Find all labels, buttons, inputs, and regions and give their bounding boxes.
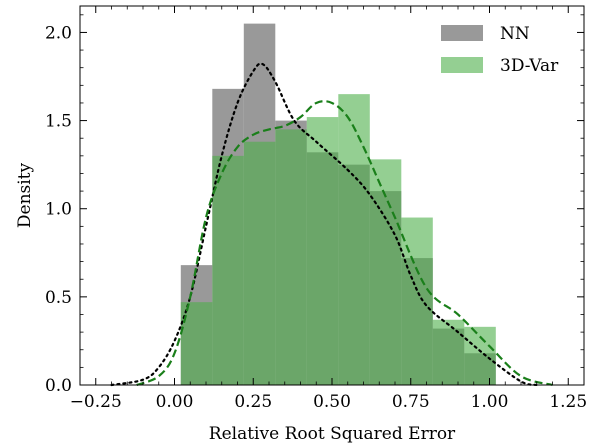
bar-3dvar-1 <box>212 155 244 385</box>
bar-3dvar-7 <box>401 217 433 385</box>
y-tick-label: 0.0 <box>45 376 72 396</box>
x-tick-label: 0.00 <box>156 392 194 412</box>
legend: NN 3D-Var <box>441 24 559 76</box>
y-axis-label: Density <box>15 162 35 228</box>
bar-3dvar-2 <box>243 141 276 385</box>
kde-line-dashed <box>136 100 553 387</box>
bar-3dvar-4 <box>306 117 339 385</box>
y-tick-label: 0.5 <box>45 288 72 308</box>
legend-label-3dvar: 3D-Var <box>500 56 559 76</box>
bar-3dvar-9 <box>464 326 496 385</box>
x-tick-label: 1.25 <box>549 392 587 412</box>
y-tick-label: 1.0 <box>45 200 72 220</box>
axis-ticks: −0.25 0.00 0.25 0.50 0.75 1.00 1.25 0.0 0.5 1.0 1.… <box>45 6 587 412</box>
x-tick-label: 0.75 <box>392 392 430 412</box>
bar-3dvar-5 <box>338 94 370 386</box>
bar-3dvar-3 <box>275 129 307 385</box>
legend-swatch-nn <box>441 25 483 41</box>
legend-swatch-3dvar <box>441 57 483 73</box>
kde-line-dotted <box>110 62 538 387</box>
bar-3dvar-6 <box>369 159 402 385</box>
x-tick-label: −0.25 <box>70 392 122 412</box>
bar-3dvar-0 <box>180 302 213 385</box>
legend-label-nn: NN <box>500 24 530 44</box>
y-tick-label: 1.5 <box>45 112 72 132</box>
y-tick-label: 2.0 <box>45 23 72 43</box>
x-axis-label: Relative Root Squared Error <box>209 424 456 444</box>
x-tick-label: 1.00 <box>471 392 509 412</box>
x-tick-label: 0.25 <box>234 392 272 412</box>
histogram-bars <box>180 23 496 386</box>
x-tick-label: 0.50 <box>313 392 351 412</box>
bar-3dvar-8 <box>432 319 465 385</box>
kde-curves <box>110 62 553 387</box>
